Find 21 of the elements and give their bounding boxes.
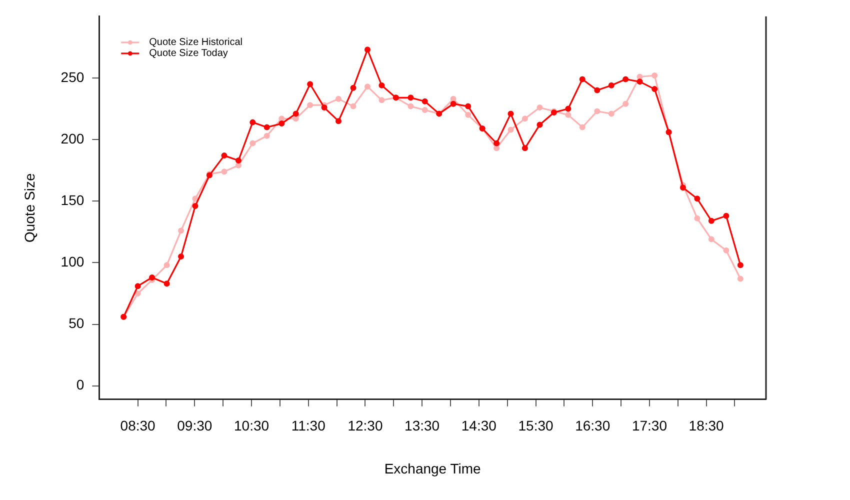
y-tick-label: 150 (60, 192, 84, 208)
y-tick-label: 100 (60, 254, 84, 270)
x-tick-label: 18:30 (688, 418, 724, 434)
x-tick-label: 14:30 (461, 418, 497, 434)
y-axis-title: Quote Size (21, 173, 38, 243)
x-tick-label: 17:30 (632, 418, 668, 434)
y-tick-label: 0 (76, 376, 84, 393)
legend-label: Quote Size Today (149, 48, 228, 60)
x-tick-label: 08:30 (120, 418, 156, 434)
x-tick-label: 16:30 (575, 418, 610, 434)
x-tick-label: 09:30 (177, 418, 212, 434)
legend-label: Quote Size Historical (149, 37, 243, 48)
y-tick-label: 250 (60, 68, 84, 85)
x-axis-title: Exchange Time (384, 460, 482, 476)
x-tick-label: 15:30 (518, 418, 554, 434)
x-tick-label: 11:30 (291, 418, 326, 434)
x-tick-label: 12:30 (348, 418, 383, 434)
y-tick-label: 50 (68, 315, 84, 332)
y-tick-label: 200 (60, 130, 84, 146)
x-tick-label: 13:30 (404, 418, 440, 434)
x-tick-label: 10:30 (234, 418, 270, 434)
